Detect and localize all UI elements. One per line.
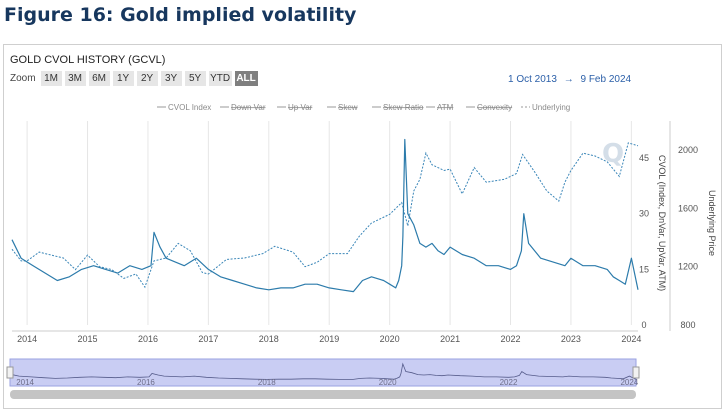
zoom-6m-button[interactable]: 6M (88, 71, 110, 86)
navigator-label: 2018 (258, 378, 276, 387)
y-right-tick-label: 800 (680, 320, 695, 330)
navigator-series-line (9, 362, 637, 381)
y-right-axis-title: Underlying Price (707, 190, 717, 256)
navigator-label: 2014 (16, 378, 34, 387)
series-underlying-line (11, 142, 639, 289)
scrollbar[interactable] (10, 390, 636, 399)
zoom-label: Zoom (10, 73, 36, 84)
range-to[interactable]: 9 Feb 2024 (580, 74, 632, 85)
x-tick-label: 2016 (138, 334, 158, 344)
legend-item[interactable]: Convexity (477, 103, 512, 112)
x-tick-label: 2015 (78, 334, 98, 344)
y-right-tick-label: 1600 (678, 203, 698, 213)
range-from[interactable]: 1 Oct 2013 (508, 74, 557, 85)
x-tick-label: 2020 (380, 334, 400, 344)
zoom-1m-button[interactable]: 1M (40, 71, 62, 86)
x-tick-label: 2021 (440, 334, 460, 344)
x-tick-label: 2019 (319, 334, 339, 344)
navigator-label: 2024 (620, 378, 638, 387)
legend-item[interactable]: Up Var (288, 103, 313, 112)
legend-item[interactable]: Skew (338, 103, 358, 112)
zoom-bar: Zoom 1M 3M 6M 1Y 2Y 3Y 5Y YTD ALL (10, 71, 258, 86)
zoom-1y-button[interactable]: 1Y (112, 71, 134, 86)
navigator-window (9, 358, 637, 387)
x-tick-label: 2022 (500, 334, 520, 344)
series-cvol-line (11, 138, 639, 293)
y-left-tick-label: 45 (639, 153, 649, 163)
figure-title: Figure 16: Gold implied volatility (4, 4, 357, 26)
x-tick-label: 2014 (17, 334, 37, 344)
date-range: 1 Oct 2013 → 9 Feb 2024 (508, 74, 635, 85)
legend-item[interactable]: Skew Ratio (383, 103, 424, 112)
zoom-3y-button[interactable]: 3Y (160, 71, 182, 86)
y-left-tick-label: 0 (641, 320, 646, 330)
zoom-3m-button[interactable]: 3M (64, 71, 86, 86)
navigator-label: 2016 (137, 378, 155, 387)
legend-item[interactable]: CVOL Index (168, 103, 211, 112)
zoom-2y-button[interactable]: 2Y (136, 71, 158, 86)
navigator-right-handle[interactable] (632, 366, 640, 379)
y-left-tick-label: 30 (639, 209, 649, 219)
y-right-tick-label: 1200 (678, 262, 698, 272)
x-tick-label: 2017 (198, 334, 218, 344)
chart-title: GOLD CVOL HISTORY (GCVL) (10, 54, 166, 66)
x-tick-label: 2024 (621, 334, 641, 344)
x-tick-label: 2018 (259, 334, 279, 344)
y-left-axis-title: CVOL (Index, DnVar, UpVar, ATM) (657, 155, 667, 291)
y-left-tick-label: 15 (639, 264, 649, 274)
navigator-label: 2022 (500, 378, 518, 387)
x-tick-label: 2023 (561, 334, 581, 344)
legend-item[interactable]: Underlying (532, 103, 570, 112)
zoom-ytd-button[interactable]: YTD (208, 71, 232, 86)
logo-watermark: Q (602, 139, 624, 169)
chart-panel (3, 44, 722, 409)
range-arrow: → (563, 74, 574, 85)
y-right-tick-label: 2000 (678, 145, 698, 155)
navigator-label: 2020 (379, 378, 397, 387)
legend-item[interactable]: Down Var (231, 103, 266, 112)
legend-item[interactable]: ATM (437, 103, 454, 112)
navigator-left-handle[interactable] (6, 366, 14, 379)
zoom-all-button[interactable]: ALL (234, 71, 258, 86)
zoom-5y-button[interactable]: 5Y (184, 71, 206, 86)
